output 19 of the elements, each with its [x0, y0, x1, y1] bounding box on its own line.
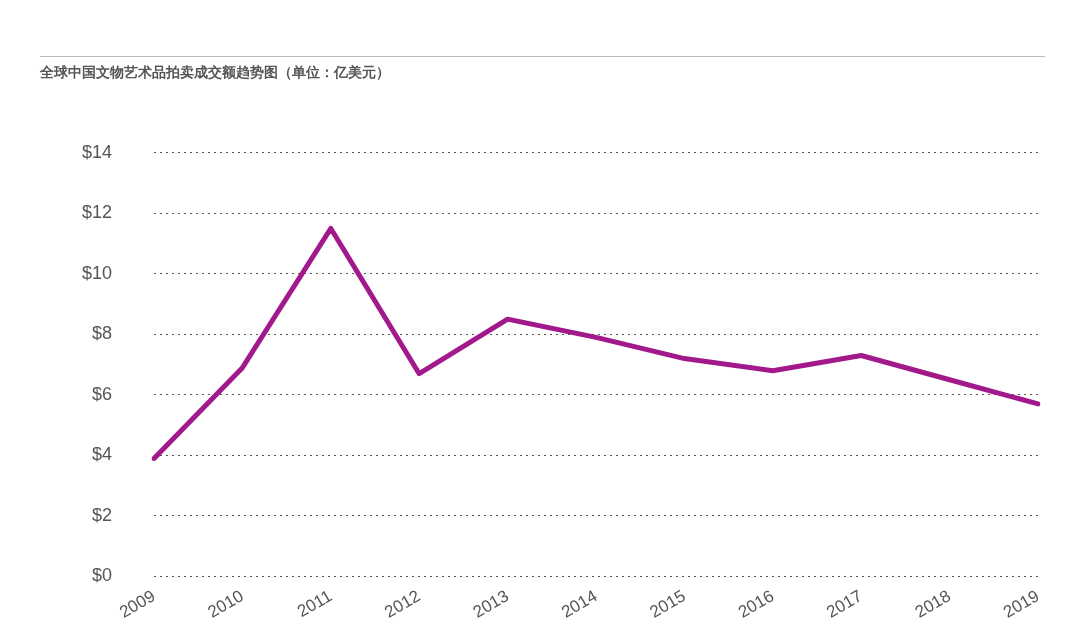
x-tick-label: 2015: [646, 586, 689, 622]
x-tick-label: 2012: [381, 586, 424, 622]
y-tick-label: $14: [81, 141, 113, 162]
y-tick-label: $6: [92, 383, 113, 404]
y-tick-label: $12: [81, 202, 113, 223]
x-tick-label: 2019: [1000, 586, 1043, 622]
y-tick-label: $4: [92, 444, 113, 465]
x-tick-label: 2016: [734, 586, 778, 622]
y-tick-label: $10: [81, 262, 113, 283]
x-tick-label: 2011: [294, 586, 336, 622]
x-tick-label: 2018: [911, 586, 954, 622]
y-tick-label: $8: [92, 323, 113, 344]
x-tick-label: 2013: [469, 586, 512, 622]
chart-title: 全球中国文物艺术品拍卖成交额趋势图（单位：亿美元）: [40, 64, 390, 82]
y-tick-label: $0: [92, 565, 113, 586]
x-tick-label: 2014: [558, 586, 601, 622]
y-tick-label: $2: [92, 504, 113, 525]
x-tick-label: 2010: [204, 586, 247, 622]
x-tick-label: 2009: [116, 586, 159, 622]
